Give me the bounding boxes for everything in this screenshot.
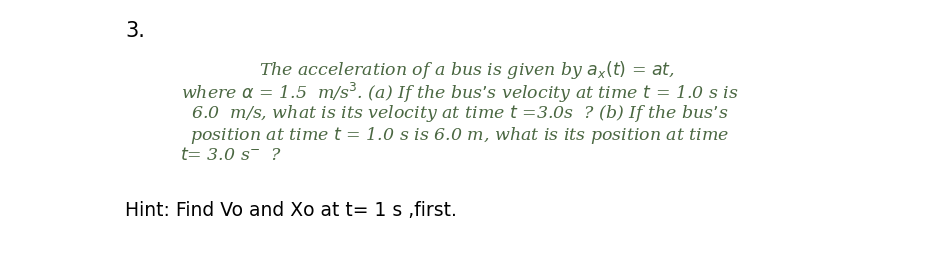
Text: $t$= 3.0 s$^{-}$  ?: $t$= 3.0 s$^{-}$ ? — [180, 147, 282, 164]
Text: 3.: 3. — [125, 21, 145, 41]
Text: where $\alpha$ = 1.5  m/s$^3$. (a) If the bus’s velocity at time $t$ = 1.0 s is: where $\alpha$ = 1.5 m/s$^3$. (a) If the… — [181, 81, 739, 105]
Text: Hint: Find Vo and Xo at t= 1 s ,first.: Hint: Find Vo and Xo at t= 1 s ,first. — [125, 201, 457, 220]
Text: The acceleration of a bus is given by $a_x(t)$ = $at$,: The acceleration of a bus is given by $a… — [259, 59, 675, 81]
Text: 6.0  m/s, what is its velocity at time $t$ =3.0s  ? (b) If the bus’s: 6.0 m/s, what is its velocity at time $t… — [191, 103, 729, 124]
Text: position at time $t$ = 1.0 s is 6.0 m, what is its position at time: position at time $t$ = 1.0 s is 6.0 m, w… — [191, 125, 729, 146]
